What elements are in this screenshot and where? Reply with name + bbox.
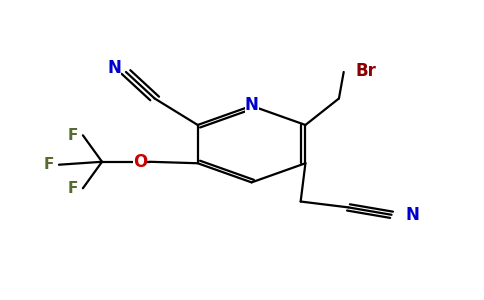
Text: F: F: [44, 157, 54, 172]
Text: Br: Br: [356, 61, 377, 80]
Text: N: N: [244, 96, 258, 114]
Text: O: O: [133, 153, 148, 171]
Text: N: N: [107, 58, 121, 76]
Text: F: F: [68, 128, 78, 143]
Text: N: N: [406, 206, 420, 224]
Text: F: F: [68, 181, 78, 196]
